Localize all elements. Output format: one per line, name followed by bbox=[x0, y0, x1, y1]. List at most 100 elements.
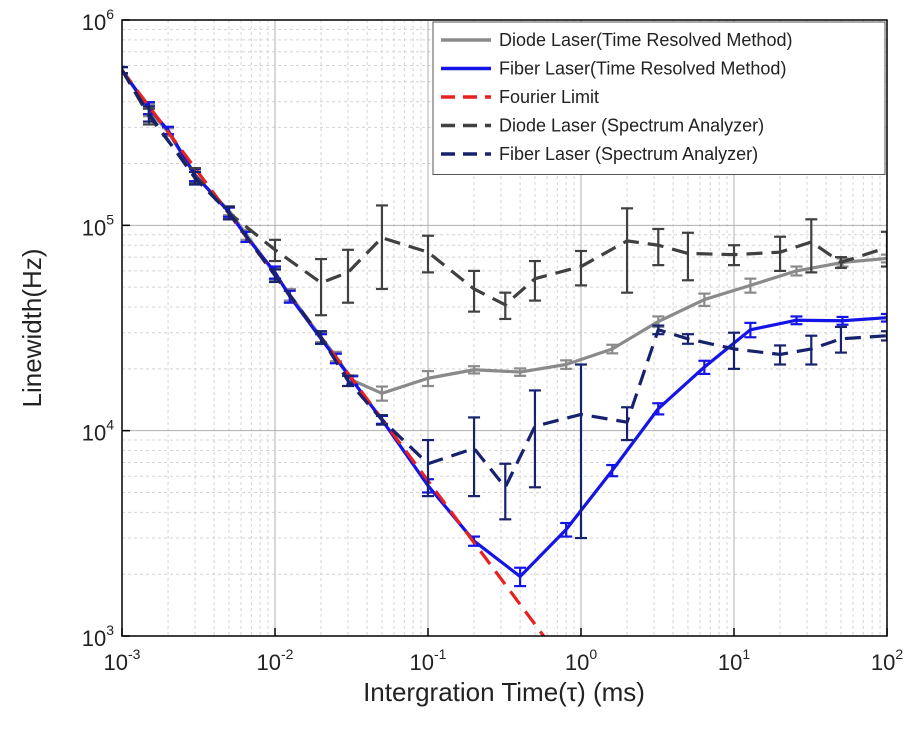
error-bar bbox=[681, 231, 694, 282]
error-bar bbox=[375, 414, 388, 426]
error-bar bbox=[468, 269, 481, 313]
tick-base: 10 bbox=[410, 650, 434, 675]
error-bar bbox=[652, 324, 665, 336]
error-bar bbox=[698, 292, 711, 308]
tick-power: 3 bbox=[106, 622, 114, 638]
plot-frame bbox=[121, 19, 888, 637]
error-bar bbox=[341, 248, 354, 304]
error-bar bbox=[122, 65, 128, 75]
error-bar bbox=[499, 291, 512, 321]
tick-base: 10 bbox=[82, 626, 106, 651]
x-tick-label: 10-1 bbox=[410, 646, 447, 675]
error-bar bbox=[881, 312, 887, 323]
series-line bbox=[122, 69, 887, 489]
error-bar bbox=[652, 402, 665, 416]
error-bar bbox=[805, 334, 818, 366]
error-bar bbox=[528, 389, 541, 489]
error-bar bbox=[375, 385, 388, 402]
tick-base: 10 bbox=[565, 650, 589, 675]
legend-box bbox=[432, 21, 886, 175]
error-bar bbox=[269, 238, 281, 263]
error-bar bbox=[621, 207, 634, 294]
error-bar bbox=[422, 438, 434, 498]
error-bar bbox=[606, 343, 619, 355]
error-bar bbox=[315, 257, 328, 317]
error-bar bbox=[790, 265, 803, 277]
error-bar bbox=[422, 234, 434, 274]
error-bar bbox=[652, 227, 665, 267]
y-tick-label: 103 bbox=[82, 622, 114, 651]
x-tick-label: 10-2 bbox=[257, 646, 294, 675]
legend-label: Fiber Laser (Spectrum Analyzer) bbox=[499, 144, 758, 164]
tick-base: 10 bbox=[82, 420, 106, 445]
error-bar bbox=[728, 244, 740, 267]
error-bar bbox=[560, 521, 573, 538]
error-bar bbox=[468, 416, 481, 498]
error-bar bbox=[341, 374, 354, 388]
error-bar bbox=[881, 253, 887, 264]
series-layer bbox=[122, 65, 887, 636]
y-tick-label: 104 bbox=[82, 416, 114, 445]
tick-power: 0 bbox=[589, 646, 597, 662]
error-bar bbox=[375, 204, 388, 291]
error-bar bbox=[514, 566, 527, 588]
error-bar bbox=[142, 105, 155, 123]
error-bar bbox=[315, 330, 328, 345]
legend-label: Diode Laser (Spectrum Analyzer) bbox=[499, 115, 764, 135]
error-bar bbox=[834, 256, 847, 270]
error-bar bbox=[514, 367, 527, 377]
legend-label: Fourier Limit bbox=[499, 87, 599, 107]
legend-label: Fiber Laser(Time Resolved Method) bbox=[499, 58, 786, 78]
tick-power: -2 bbox=[281, 646, 294, 662]
error-bar bbox=[621, 406, 634, 442]
error-bar bbox=[698, 359, 711, 375]
error-bar bbox=[774, 344, 787, 366]
tick-base: 10 bbox=[104, 650, 128, 675]
error-bar bbox=[681, 333, 694, 345]
error-bar bbox=[528, 259, 541, 302]
x-tick-label: 100 bbox=[565, 646, 597, 675]
x-tick-label: 10-3 bbox=[104, 646, 141, 675]
error-bar bbox=[188, 170, 201, 186]
error-bar bbox=[744, 277, 757, 294]
x-axis-title: Intergration Time(τ) (ms) bbox=[363, 677, 645, 707]
error-bar bbox=[836, 315, 849, 326]
tick-power: 4 bbox=[106, 416, 114, 432]
error-bar bbox=[422, 370, 434, 388]
error-bar bbox=[468, 365, 481, 375]
tick-base: 10 bbox=[718, 650, 742, 675]
tick-base: 10 bbox=[82, 215, 106, 240]
error-bar bbox=[881, 230, 887, 268]
error-bar bbox=[881, 330, 887, 342]
legend-label: Diode Laser(Time Resolved Method) bbox=[499, 30, 792, 50]
tick-base: 10 bbox=[257, 650, 281, 675]
error-bar bbox=[560, 359, 573, 370]
error-bar bbox=[805, 218, 818, 274]
error-bar bbox=[728, 331, 740, 370]
y-tick-label: 105 bbox=[82, 211, 114, 240]
tick-power: 1 bbox=[742, 646, 750, 662]
error-bar bbox=[774, 235, 787, 272]
error-bar bbox=[499, 462, 512, 521]
error-bar bbox=[222, 205, 235, 221]
error-bar bbox=[790, 315, 803, 326]
legend: Diode Laser(Time Resolved Method) Fiber L… bbox=[432, 21, 886, 175]
y-axis-title: Linewidth(Hz) bbox=[17, 249, 47, 408]
tick-power: -3 bbox=[128, 646, 141, 662]
tick-power: -1 bbox=[434, 646, 447, 662]
y-tick-label: 106 bbox=[82, 6, 114, 35]
x-tick-label: 102 bbox=[871, 646, 903, 675]
error-bar bbox=[606, 463, 619, 478]
tick-base: 10 bbox=[82, 10, 106, 35]
series-line bbox=[122, 69, 545, 636]
tick-power: 5 bbox=[106, 211, 114, 227]
error-bar bbox=[744, 321, 757, 339]
error-bar bbox=[575, 249, 587, 287]
error-bar bbox=[269, 268, 281, 284]
x-tick-label: 101 bbox=[718, 646, 750, 675]
error-bar bbox=[834, 325, 847, 354]
tick-power: 2 bbox=[895, 646, 903, 662]
error-bar bbox=[575, 363, 587, 540]
